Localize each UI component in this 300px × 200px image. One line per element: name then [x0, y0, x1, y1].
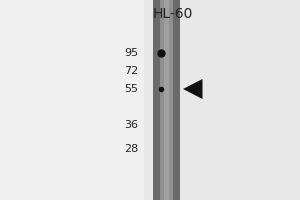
Bar: [153, 0, 180, 200]
Polygon shape: [183, 79, 203, 99]
Text: 95: 95: [124, 48, 138, 58]
Bar: [144, 0, 300, 200]
Text: 36: 36: [124, 120, 138, 130]
Bar: [164, 0, 169, 200]
Text: HL-60: HL-60: [152, 7, 193, 21]
Text: 72: 72: [124, 66, 138, 76]
Text: 28: 28: [124, 144, 138, 154]
Bar: [160, 0, 172, 200]
Text: 55: 55: [124, 84, 138, 94]
